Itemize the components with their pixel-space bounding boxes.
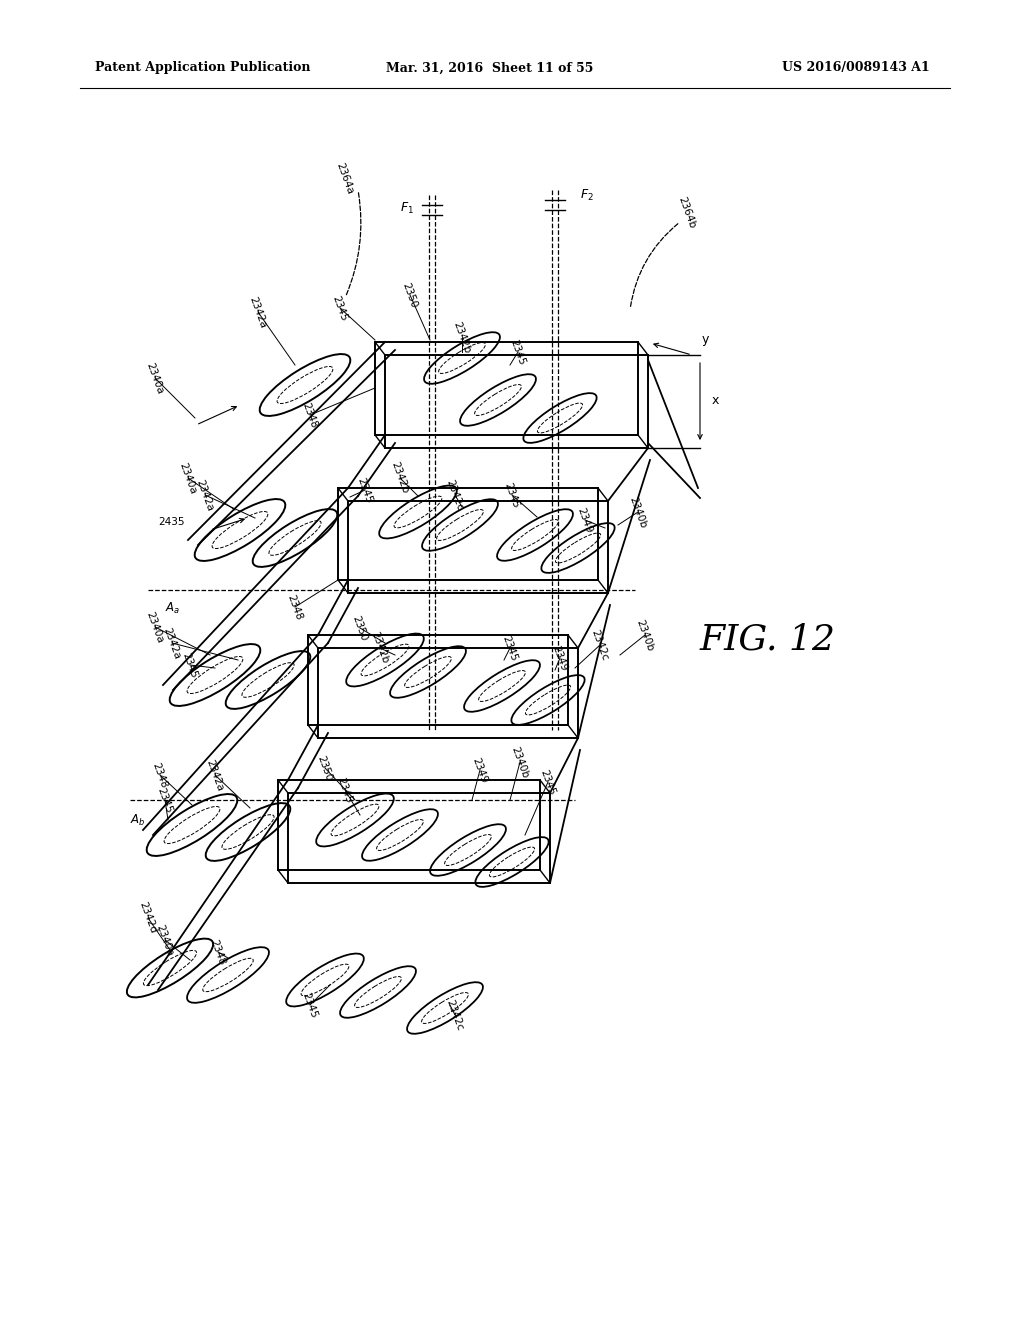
Text: 2345: 2345 (503, 480, 521, 510)
Text: 2364a: 2364a (335, 161, 355, 195)
Text: 2340b: 2340b (510, 744, 530, 779)
Text: 2340b: 2340b (628, 495, 648, 529)
Text: $F_2$: $F_2$ (580, 187, 594, 202)
Text: 2345: 2345 (336, 776, 354, 804)
Text: $A_b$: $A_b$ (130, 812, 145, 828)
Text: 2342c: 2342c (444, 998, 465, 1032)
Text: FIG. 12: FIG. 12 (700, 623, 836, 657)
Text: 2345: 2345 (355, 475, 374, 504)
Text: 2349: 2349 (575, 506, 594, 535)
Text: 2348: 2348 (209, 937, 227, 966)
Text: 2364b: 2364b (677, 195, 697, 230)
Text: 2350: 2350 (315, 754, 334, 783)
Text: 2342a: 2342a (248, 294, 268, 329)
Text: 2342a: 2342a (162, 626, 182, 660)
Text: 2350: 2350 (400, 281, 419, 309)
Text: 2345: 2345 (539, 768, 557, 796)
Text: 2342a: 2342a (195, 478, 215, 512)
Text: 2345: 2345 (181, 651, 200, 680)
Text: Mar. 31, 2016  Sheet 11 of 55: Mar. 31, 2016 Sheet 11 of 55 (386, 62, 594, 74)
Text: 2340a: 2340a (144, 610, 165, 644)
Text: $F_1$: $F_1$ (400, 201, 414, 215)
Text: 2348: 2348 (286, 593, 304, 622)
Text: 2342c: 2342c (444, 478, 465, 512)
Text: 2342b: 2342b (370, 631, 390, 665)
Text: 2342b: 2342b (452, 321, 472, 355)
Text: $A_a$: $A_a$ (165, 601, 180, 615)
Text: 2345: 2345 (501, 634, 519, 663)
Text: 2345: 2345 (301, 991, 319, 1019)
Text: 2349: 2349 (551, 644, 569, 672)
Text: US 2016/0089143 A1: US 2016/0089143 A1 (782, 62, 930, 74)
Text: y: y (702, 334, 710, 346)
Text: x: x (712, 395, 720, 408)
Text: 2342d: 2342d (137, 900, 159, 936)
Text: 2348: 2348 (151, 760, 169, 789)
Text: 2342b: 2342b (390, 461, 411, 495)
Text: 2342c: 2342c (590, 628, 610, 661)
Text: 2348: 2348 (301, 401, 319, 429)
Text: 2350: 2350 (351, 614, 370, 642)
Text: 2345: 2345 (156, 785, 174, 814)
Text: 2349: 2349 (471, 756, 489, 784)
Text: Patent Application Publication: Patent Application Publication (95, 62, 310, 74)
Text: 2342a: 2342a (205, 758, 225, 792)
Text: 2340a: 2340a (178, 461, 199, 495)
Text: 2435: 2435 (159, 517, 185, 527)
Text: 2340b: 2340b (635, 618, 655, 652)
Text: 2345: 2345 (331, 294, 349, 322)
Text: 2340a: 2340a (155, 923, 175, 957)
Text: 2340a: 2340a (144, 360, 165, 395)
Text: 2345: 2345 (509, 338, 527, 366)
